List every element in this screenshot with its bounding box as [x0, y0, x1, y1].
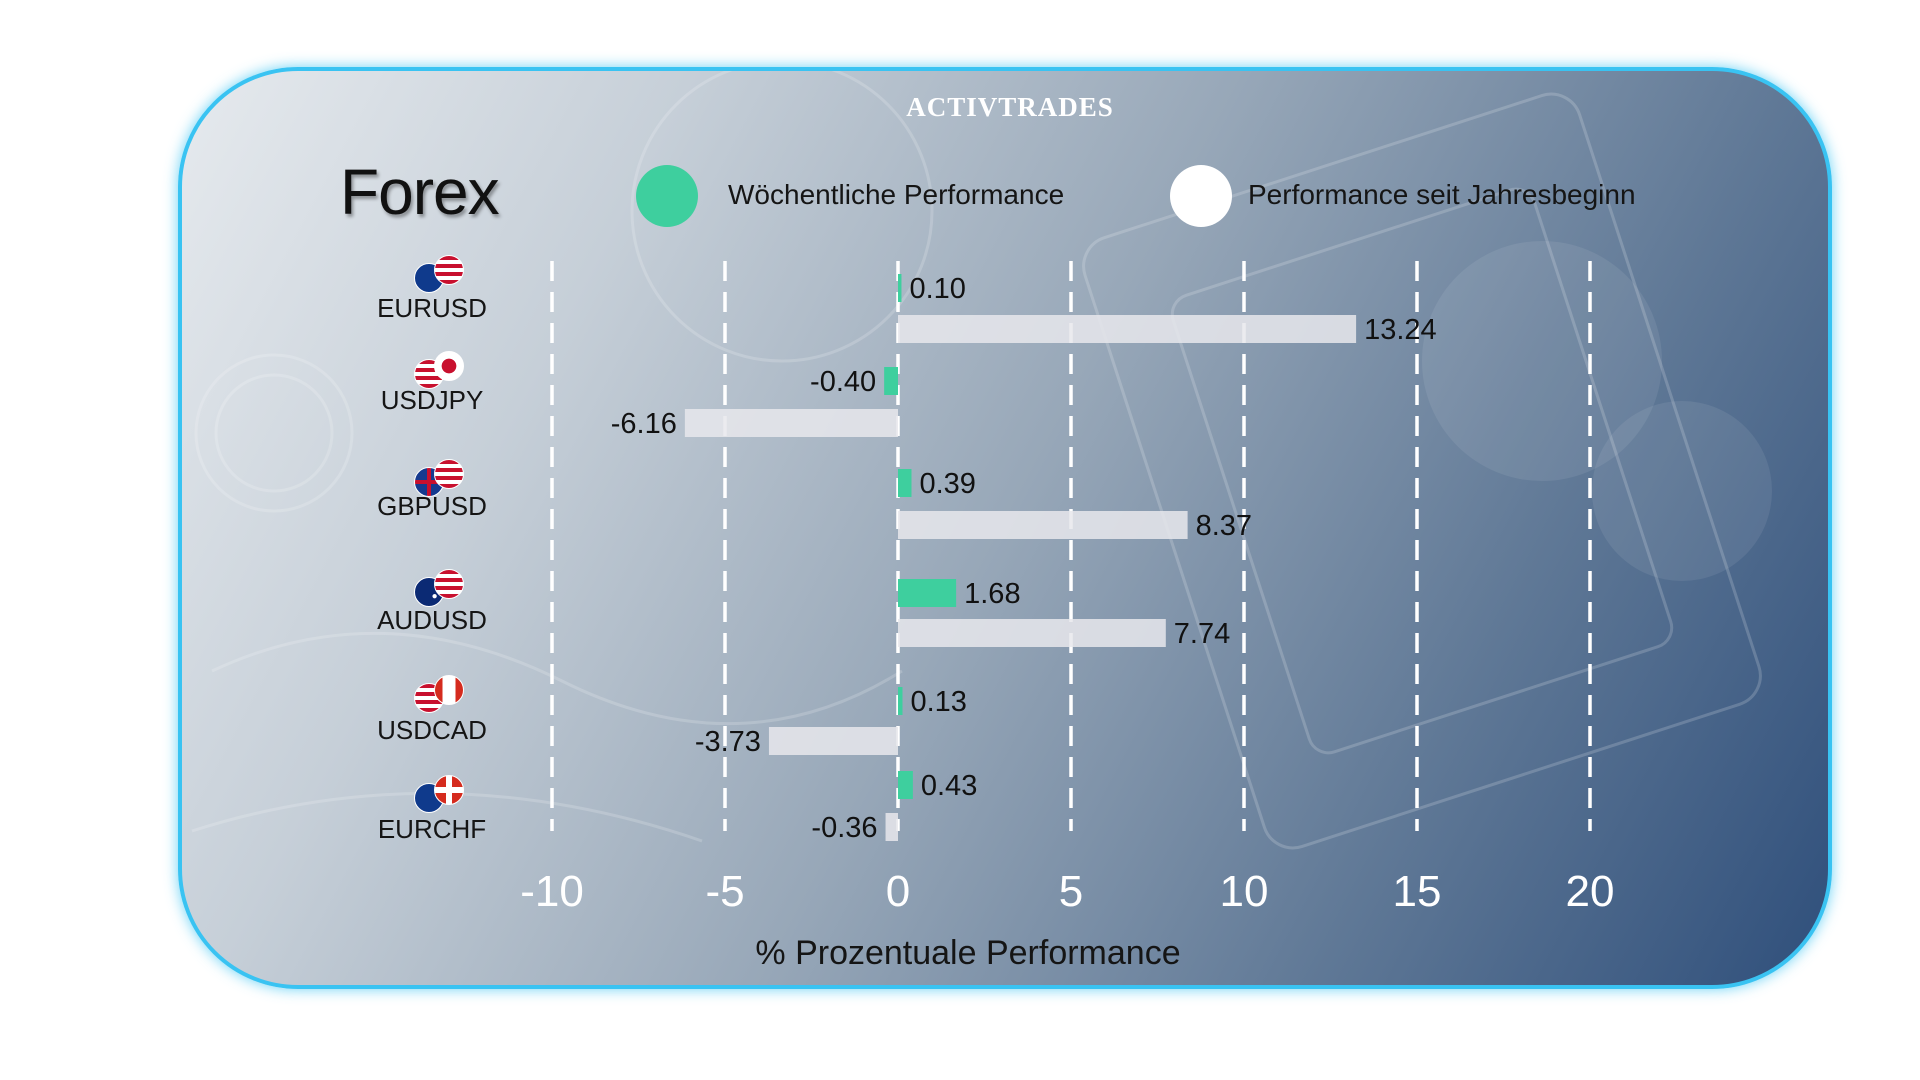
value-label: 0.43	[921, 770, 977, 802]
legend-weekly-label: Wöchentliche Performance	[728, 179, 1065, 210]
x-tick-label: -5	[705, 867, 744, 916]
x-tick-label: 10	[1220, 867, 1269, 916]
pair-label-usdjpy: USDJPY	[380, 385, 484, 415]
weekly-bar	[884, 367, 898, 395]
ytd-bar	[898, 511, 1188, 539]
jp-flag-icon	[434, 351, 464, 381]
legend-ytd-swatch	[1170, 165, 1232, 227]
legend-ytd-label: Performance seit Jahresbeginn	[1248, 179, 1636, 210]
weekly-bar	[898, 274, 902, 302]
value-label: -6.16	[611, 408, 677, 440]
value-label: 13.24	[1364, 314, 1437, 346]
ca-flag-icon	[434, 675, 464, 705]
value-label: 8.37	[1196, 510, 1252, 542]
legend-weekly-swatch	[636, 165, 698, 227]
pair-label-audusd: AUDUSD	[377, 605, 487, 635]
ytd-bar	[898, 619, 1166, 647]
value-label: -0.40	[810, 366, 876, 398]
value-label: 0.13	[910, 686, 966, 718]
ytd-bar	[898, 315, 1357, 343]
pair-label-eurusd: EURUSD	[377, 293, 487, 323]
ytd-bar	[885, 813, 898, 841]
value-label: 1.68	[964, 578, 1020, 610]
brand-logo: ACTIVTRADES	[906, 92, 1114, 122]
x-tick-label: 0	[886, 867, 910, 916]
weekly-bar	[898, 469, 912, 497]
ytd-bar	[684, 409, 898, 437]
value-label: 0.10	[909, 273, 965, 305]
weekly-bar	[898, 771, 913, 799]
weekly-bar	[898, 579, 957, 607]
x-axis-label: % Prozentuale Performance	[755, 934, 1180, 972]
pair-label-usdcad: USDCAD	[377, 715, 487, 745]
chart-title: Forex	[340, 156, 500, 228]
us-flag-icon	[434, 569, 464, 599]
chart-card: ACTIVTRADES Forex Wöchentliche Performan…	[178, 67, 1832, 989]
x-tick-label: -10	[520, 867, 584, 916]
value-label: 7.74	[1174, 618, 1230, 650]
bar-chart: -10 -5 0 5 10 15 20 % Prozentuale Performance 0.…	[520, 261, 1615, 972]
ytd-bar	[768, 727, 898, 755]
banknote-background	[191, 71, 1772, 850]
x-tick-label: 5	[1059, 867, 1083, 916]
us-flag-icon	[434, 255, 464, 285]
x-tick-label: 20	[1566, 867, 1615, 916]
weekly-bar	[898, 687, 903, 715]
ch-flag-icon	[434, 775, 464, 805]
value-label: -0.36	[811, 812, 877, 844]
us-flag-icon	[434, 459, 464, 489]
value-label: 0.39	[919, 468, 975, 500]
pair-label-eurchf: EURCHF	[377, 814, 487, 844]
value-label: -3.73	[695, 726, 761, 758]
x-tick-label: 15	[1393, 867, 1442, 916]
